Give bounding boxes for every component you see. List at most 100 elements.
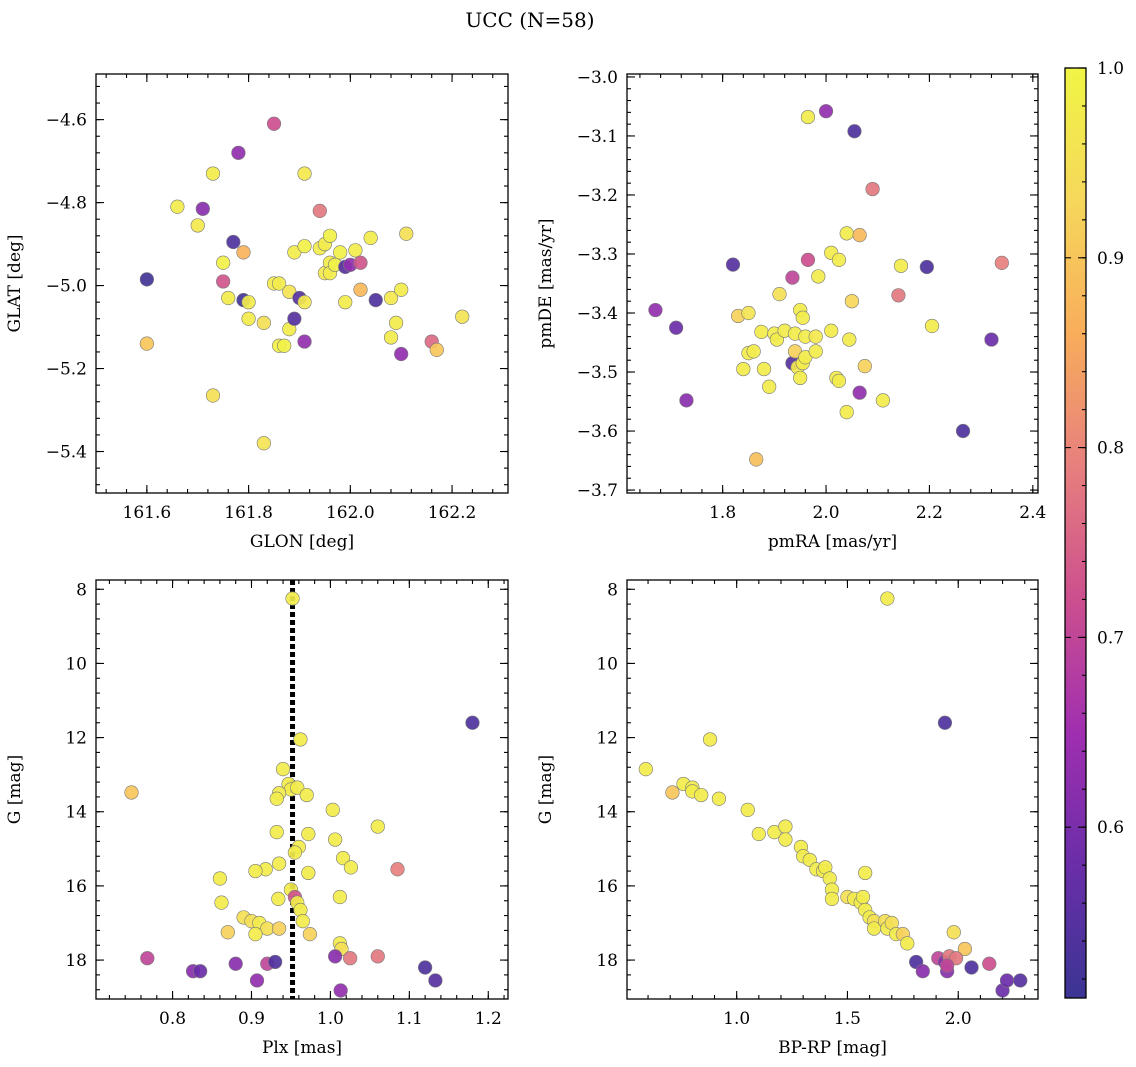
data-point — [333, 245, 348, 260]
data-point — [332, 889, 347, 905]
data-point — [368, 292, 383, 308]
y-tick-label: −3.0 — [577, 68, 618, 88]
data-point — [388, 315, 404, 331]
data-point — [272, 856, 287, 871]
data-point — [946, 925, 961, 940]
data-point — [418, 960, 433, 975]
y-tick-label: −3.6 — [577, 422, 618, 442]
data-point — [256, 315, 271, 331]
colorbar-gradient — [1064, 67, 1087, 999]
x-tick-label: 0.8 — [159, 1009, 186, 1029]
data-point — [839, 226, 854, 241]
data-point — [269, 791, 284, 806]
data-point — [808, 344, 823, 359]
x-tick-label: 2.2 — [916, 503, 943, 523]
data-point — [353, 255, 368, 270]
data-point — [390, 862, 405, 877]
data-point — [277, 338, 292, 353]
x-tick-label: 2.4 — [1019, 503, 1046, 523]
y-tick-label: −3.2 — [577, 186, 618, 206]
colorbar-tick-label: 0.9 — [1097, 249, 1124, 269]
data-point — [875, 393, 891, 408]
x-tick-label: 1.0 — [723, 1009, 750, 1029]
data-point — [302, 927, 317, 942]
x-axis-label: Plx [mas] — [262, 1038, 342, 1058]
y-tick-label: 8 — [76, 580, 87, 600]
data-point — [266, 116, 282, 131]
data-point — [746, 344, 761, 359]
data-point — [994, 255, 1009, 270]
data-point — [900, 936, 915, 951]
data-point — [741, 305, 756, 321]
data-point — [221, 290, 236, 306]
data-point — [293, 732, 308, 747]
x-tick-label: 162.2 — [428, 503, 477, 523]
data-point — [844, 294, 859, 309]
y-tick-label: −3.7 — [577, 481, 618, 501]
data-point — [333, 983, 348, 998]
data-point — [891, 288, 906, 303]
data-point — [140, 951, 155, 966]
data-point — [858, 865, 873, 881]
data-point — [793, 370, 808, 386]
data-point — [335, 850, 351, 866]
data-point — [394, 346, 409, 362]
y-tick-label: −3.1 — [577, 127, 618, 147]
data-point — [205, 388, 221, 403]
data-point — [919, 259, 934, 275]
data-point — [370, 819, 385, 834]
data-point — [702, 732, 718, 747]
data-point — [231, 145, 246, 160]
data-point — [808, 329, 823, 344]
axes-frame — [95, 73, 509, 494]
y-tick-label: 18 — [65, 951, 87, 971]
y-tick-label: −3.3 — [577, 245, 618, 265]
y-tick-label: 10 — [65, 654, 87, 674]
data-point — [285, 591, 300, 606]
panel-bprp-g: 1.0 1.5 2.0 8 10 12 14 16 18 BP-RP [mag] G [mag] — [536, 579, 1039, 1058]
data-point — [193, 964, 208, 979]
data-point — [248, 927, 263, 942]
y-tick-label: −5.2 — [46, 360, 87, 380]
data-point — [679, 393, 694, 408]
data-point — [638, 762, 653, 777]
colorbar-tick-label: 0.7 — [1097, 628, 1124, 648]
data-point — [249, 973, 265, 988]
data-point — [831, 373, 847, 388]
scatter-points — [648, 104, 1009, 467]
data-point — [205, 166, 221, 181]
y-tick-label: −5.4 — [46, 443, 87, 463]
x-tick-label: 161.8 — [224, 503, 273, 523]
y-tick-label: 14 — [596, 803, 618, 823]
data-point — [756, 361, 772, 377]
data-point — [772, 287, 787, 302]
y-tick-label: −5.0 — [46, 277, 87, 297]
data-point — [220, 925, 235, 940]
y-axis-label: G [mag] — [536, 755, 556, 824]
x-tick-label: 1.5 — [834, 1009, 861, 1029]
data-point — [811, 269, 826, 284]
panel-pmra-pmde: 1.8 2.0 2.2 2.4 −3.0 −3.1 −3.2 −3.3 −3.4 −3.5 −3.6… — [536, 68, 1046, 552]
data-point — [694, 787, 709, 803]
data-point — [778, 819, 793, 834]
data-point — [749, 452, 764, 467]
data-point — [297, 334, 312, 349]
y-tick-label: 12 — [596, 729, 618, 749]
data-point — [325, 802, 340, 817]
y-tick-label: 10 — [596, 654, 618, 674]
data-point — [343, 860, 359, 875]
data-point — [736, 361, 751, 377]
data-point — [839, 405, 854, 420]
minor-ticks — [96, 74, 508, 493]
data-point — [295, 914, 310, 929]
data-point — [465, 715, 480, 730]
y-axis-label: GLAT [deg] — [5, 234, 25, 332]
y-tick-label: 14 — [65, 803, 87, 823]
data-point — [301, 865, 316, 881]
data-point — [824, 323, 839, 338]
y-tick-label: −3.5 — [577, 363, 618, 383]
panel-plx-g: 0.8 0.9 1.0 1.1 1.2 8 10 12 14 16 18 Plx [mas] G [ma… — [5, 579, 509, 1058]
y-tick-label: 16 — [596, 877, 618, 897]
data-point — [429, 342, 444, 357]
